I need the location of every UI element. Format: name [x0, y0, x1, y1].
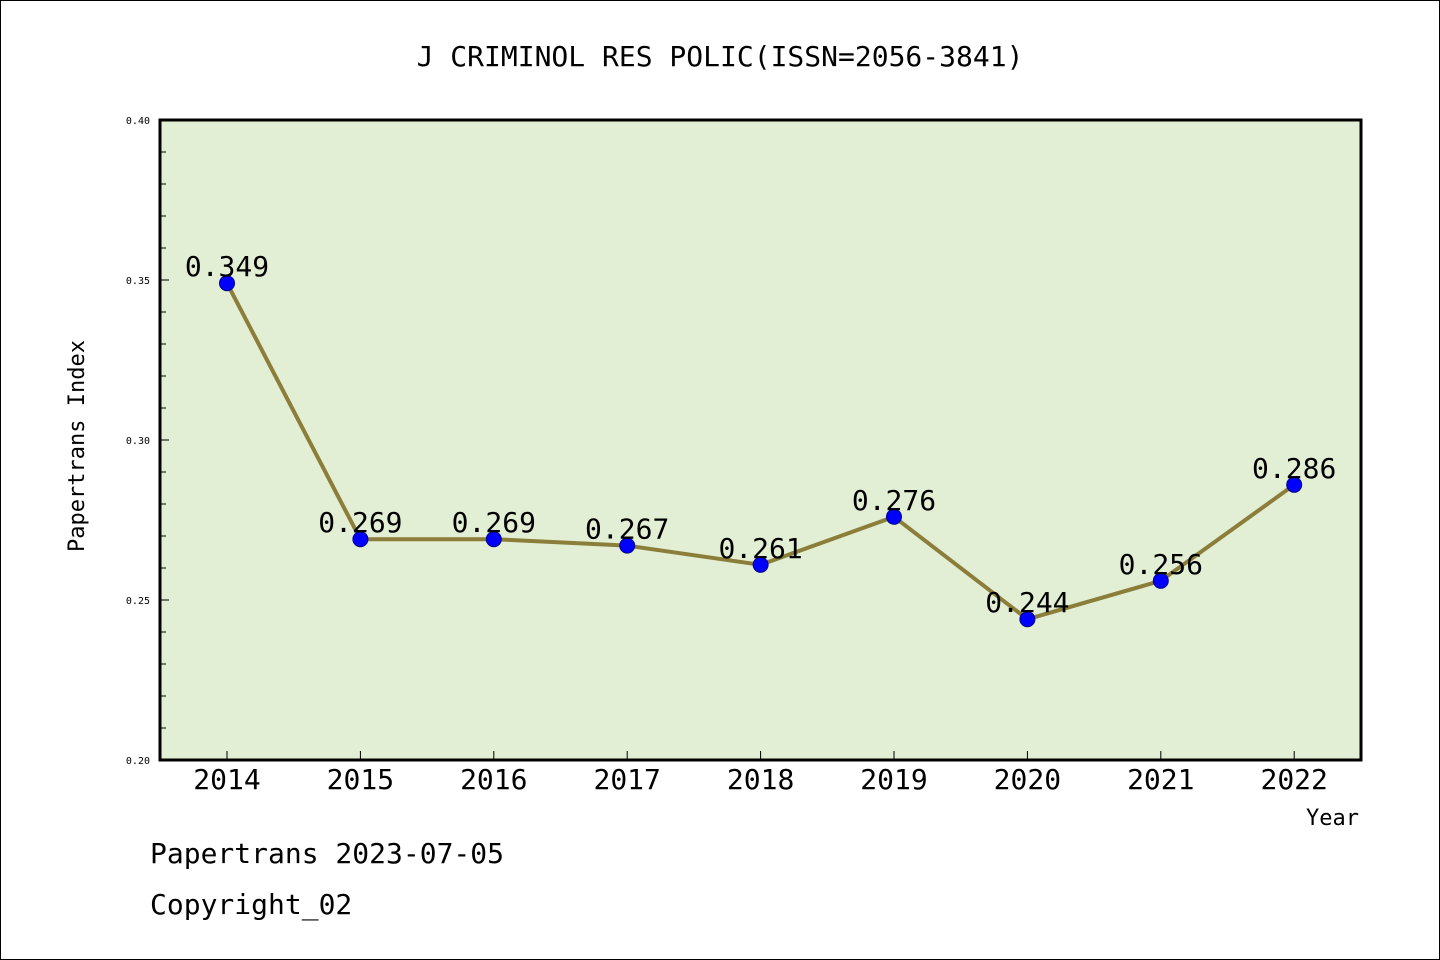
- x-tick-label: 2018: [727, 763, 794, 796]
- x-axis-ticks: 2014 2015 2016 2017 2018 2019 2020 2021 2022: [193, 751, 1328, 796]
- data-label: 0.269: [452, 506, 536, 539]
- data-marker: [619, 537, 636, 554]
- data-label: 0.256: [1119, 548, 1203, 581]
- y-tick-label: 0.40: [126, 116, 150, 127]
- data-label: 0.286: [1252, 452, 1336, 485]
- data-marker: [1019, 611, 1036, 628]
- x-tick-label: 2020: [994, 763, 1061, 796]
- y-tick-label: 0.20: [126, 756, 150, 767]
- x-tick-label: 2015: [327, 763, 394, 796]
- footer-copyright: Copyright_02: [150, 888, 352, 922]
- data-marker: [219, 275, 235, 292]
- footer-date: Papertrans 2023-07-05: [150, 837, 504, 870]
- x-tick-label: 2022: [1260, 763, 1327, 796]
- data-label: 0.261: [718, 532, 802, 565]
- data-label: 0.276: [852, 484, 936, 517]
- data-label: 0.269: [318, 506, 402, 539]
- x-tick-label: 2014: [193, 763, 260, 796]
- data-label: 0.244: [985, 586, 1069, 619]
- data-label: 0.349: [185, 250, 269, 283]
- y-minor-ticks: [160, 151, 166, 729]
- data-marker: [752, 556, 769, 573]
- data-markers: [219, 275, 1303, 628]
- data-labels: 0.349 0.269 0.269 0.267 0.261 0.276 0.244 0.256…: [185, 250, 1336, 619]
- data-marker: [1286, 476, 1303, 493]
- y-tick-label: 0.30: [126, 436, 150, 447]
- data-marker: [1152, 572, 1169, 589]
- plot-area: [158, 118, 1363, 762]
- data-marker: [886, 508, 902, 525]
- x-tick-label: 2019: [860, 763, 927, 796]
- x-tick-label: 2017: [593, 763, 660, 796]
- data-marker: [485, 531, 502, 548]
- data-label: 0.267: [585, 513, 669, 546]
- x-tick-label: 2021: [1127, 763, 1194, 796]
- x-tick-label: 2016: [460, 763, 527, 796]
- x-axis-label: Year: [1306, 806, 1359, 831]
- y-tick-label: 0.35: [126, 276, 150, 287]
- y-axis-ticks: 0.20 0.25 0.30 0.35 0.40: [126, 116, 169, 767]
- y-axis-label: Papertrans Index: [65, 340, 90, 552]
- data-marker: [352, 531, 369, 548]
- chart-title: J CRIMINOL RES POLIC(ISSN=2056-3841): [417, 40, 1024, 73]
- y-tick-label: 0.25: [126, 596, 150, 607]
